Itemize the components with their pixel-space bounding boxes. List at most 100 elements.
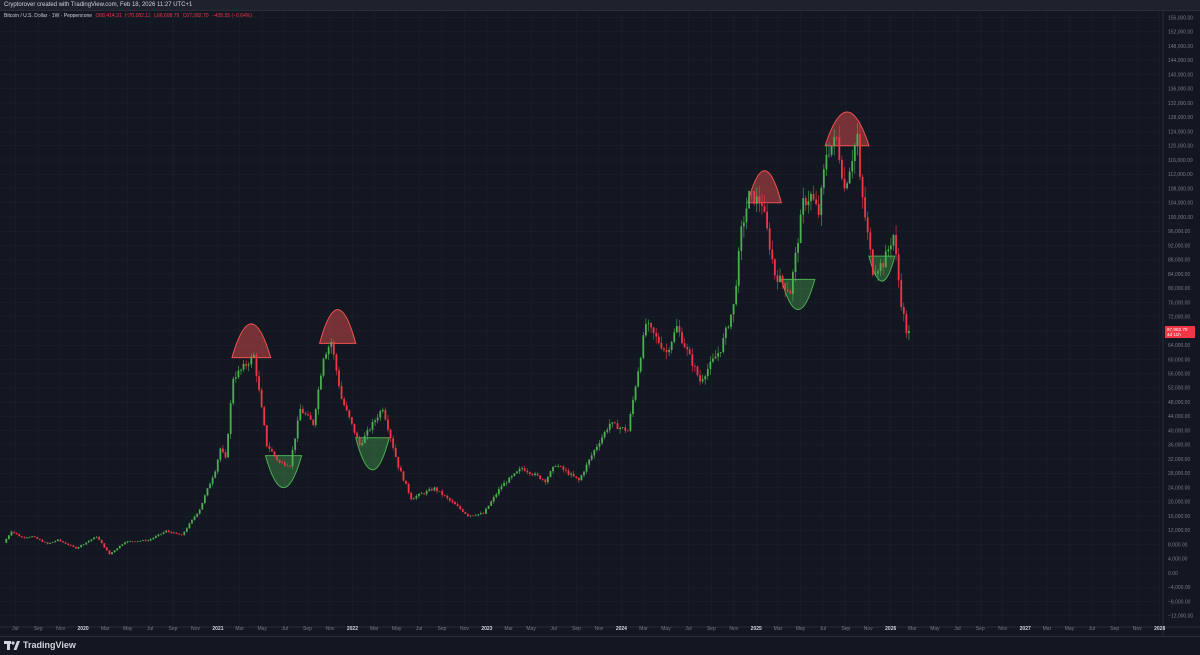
candle-body [330,341,333,348]
y-tick-label: 20,000.00 [1168,500,1190,506]
candle-body [33,536,36,538]
time-axis[interactable]: Jul Sep Nov 2020 Mar May Jul Sep Nov 2021 Mar May Ju… [0,626,1200,632]
candle-body [206,488,209,496]
price-chart[interactable]: −12,000.00 −8,000.00 −4,000.00 0.00 4,000.00… [0,10,1200,636]
candle-body [343,398,346,406]
candle-body [286,465,289,467]
candle-body [719,352,722,354]
candle-body [15,532,18,535]
candle-body [892,234,895,246]
candle-body [222,448,224,453]
candle-body [147,540,150,542]
candle-body [203,495,206,503]
candle-body [843,178,846,189]
y-tick-label: 56,000.00 [1168,372,1190,378]
candle-body [797,242,799,253]
y-tick-label: 100,000.00 [1168,215,1193,221]
x-tick-label: Jul [416,626,422,632]
candle-body [887,249,890,252]
y-tick-label: 140,000.00 [1168,72,1193,78]
x-tick-label: 2028 [1154,626,1165,632]
candle-body [652,327,655,334]
candle-body [479,513,482,515]
candle-body [908,331,910,334]
candle-body [237,370,240,378]
x-tick-label: 2021 [212,626,223,632]
candle-body [178,533,180,535]
x-tick-label: Mar [504,626,513,632]
candle-body [394,447,397,457]
candle-body [848,171,851,184]
x-tick-label: Sep [572,626,581,632]
candle-body [5,538,8,543]
candle-body [706,368,709,377]
y-tick-label: 88,000.00 [1168,258,1190,264]
candle-body [423,493,425,495]
candle-body [124,542,126,545]
candle-body [487,505,490,509]
candle-body [154,536,157,538]
candle-body [335,354,338,371]
candle-body [56,539,59,542]
candle-body [650,323,652,328]
tradingview-logo[interactable]: TradingView [4,638,76,652]
y-tick-label: 0.00 [1168,571,1178,577]
x-tick-label: Jul [550,626,556,632]
candle-body [595,446,598,450]
candle-body [296,420,299,439]
candle-body [353,423,356,433]
x-tick-label: May [796,626,806,632]
x-tick-label: Sep [976,626,985,632]
candle-body [93,537,95,540]
candle-body [691,354,694,366]
candle-body [572,473,575,477]
candle-body [608,423,611,430]
candle-body [374,420,376,423]
candle-body [598,443,601,447]
candle-body [503,483,505,487]
candle-body [438,491,441,492]
candle-body [255,355,258,377]
candle-body [320,375,322,390]
candle-body [583,471,585,476]
x-tick-label: May [930,626,940,632]
candle-body [626,430,629,432]
top-arc-shape [231,323,272,359]
candle-body [294,438,297,450]
candle-body [833,137,836,147]
candle-body [82,544,85,546]
y-tick-label: 48,000.00 [1168,400,1190,406]
candle-body [13,531,15,533]
candle-body [234,377,237,379]
x-tick-label: Sep [34,626,43,632]
candle-body [655,333,658,337]
candle-body [191,519,193,524]
candle-body [214,471,217,478]
candle-body [606,429,609,432]
x-tick-label: 2024 [616,626,627,632]
candle-body [559,466,562,467]
candle-body [80,545,82,548]
candle-body [291,449,294,467]
candle-body [144,540,147,541]
x-tick-label: Mar [235,626,244,632]
candle-body [755,196,758,204]
candle-body [371,422,374,430]
candle-body [361,443,364,445]
price-axis[interactable]: −12,000.00 −8,000.00 −4,000.00 0.00 4,000.00… [1162,10,1193,636]
candle-body [188,523,191,529]
candle-body [87,540,90,543]
candle-body [766,211,769,229]
x-tick-label: Nov [460,626,469,632]
candle-body [224,452,227,458]
candle-body [575,476,578,478]
candle-body [776,275,779,283]
candle-body [387,419,389,430]
candle-body [681,332,683,344]
candle-body [312,419,315,425]
y-tick-label: 152,000.00 [1168,30,1193,36]
candle-body [103,543,106,548]
candle-body [621,427,624,429]
y-tick-label: 16,000.00 [1168,514,1190,520]
candle-body [356,432,358,438]
